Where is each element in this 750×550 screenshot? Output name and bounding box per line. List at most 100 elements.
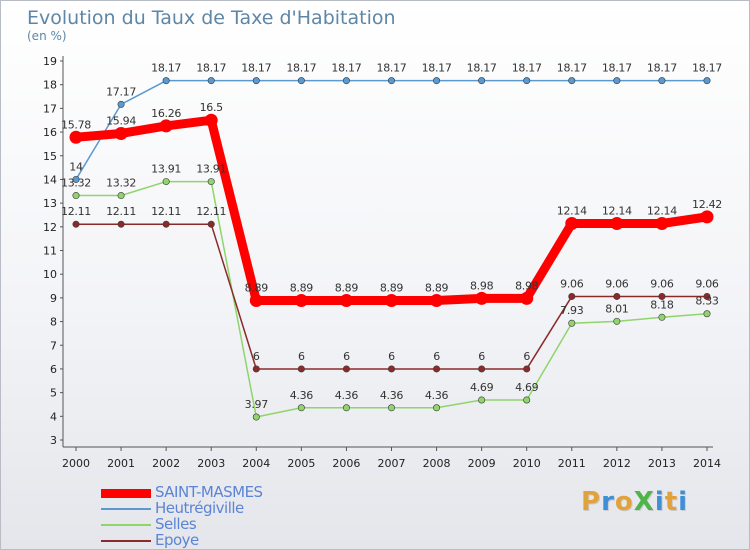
data-label-saint-masmes: 8.89 xyxy=(290,281,314,294)
data-label-heutr-giville: 18.17 xyxy=(422,62,452,75)
data-point-selles xyxy=(658,313,666,321)
data-label-saint-masmes: 12.14 xyxy=(602,204,632,217)
data-label-saint-masmes: 12.14 xyxy=(647,204,677,217)
y-tick-label: 9 xyxy=(50,292,57,305)
legend-label: SAINT-MASMES xyxy=(155,483,263,501)
data-label-heutr-giville: 18.17 xyxy=(151,62,181,75)
data-point-selles xyxy=(207,178,215,186)
data-point-selles xyxy=(297,404,305,412)
data-label-epoye: 9.06 xyxy=(605,277,629,290)
chart-title: Evolution du Taux de Taxe d'Habitation xyxy=(27,7,396,29)
data-point-saint-masmes xyxy=(204,113,218,127)
data-label-saint-masmes: 12.14 xyxy=(557,204,587,217)
y-tick-label: 8 xyxy=(50,316,57,329)
data-label-epoye: 6 xyxy=(253,350,260,363)
logo-letter: r xyxy=(601,487,615,517)
data-label-selles: 13.91 xyxy=(196,163,226,176)
data-label-epoye: 9.06 xyxy=(650,277,674,290)
y-tick-label: 16 xyxy=(43,126,57,139)
data-label-epoye: 6 xyxy=(388,350,395,363)
data-label-epoye: 6 xyxy=(433,350,440,363)
data-label-heutr-giville: 18.17 xyxy=(377,62,407,75)
data-label-selles: 8.33 xyxy=(695,295,719,308)
data-label-heutr-giville: 18.17 xyxy=(602,62,632,75)
data-label-selles: 4.36 xyxy=(425,389,449,402)
x-tick-label: 2009 xyxy=(468,457,496,470)
data-point-selles xyxy=(568,319,576,327)
data-point-saint-masmes xyxy=(520,291,534,305)
data-label-selles: 3.97 xyxy=(245,398,269,411)
data-point-heutr-giville xyxy=(297,77,305,85)
data-label-heutr-giville: 18.17 xyxy=(241,62,271,75)
data-label-epoye: 12.11 xyxy=(196,205,226,218)
data-label-heutr-giville: 14 xyxy=(69,160,83,173)
y-unit-label: (en %) xyxy=(27,29,67,43)
data-point-heutr-giville xyxy=(387,77,395,85)
data-point-heutr-giville xyxy=(478,77,486,85)
data-label-epoye: 9.06 xyxy=(695,277,719,290)
legend-swatch xyxy=(101,524,151,526)
data-point-epoye xyxy=(117,220,125,228)
data-label-heutr-giville: 17.17 xyxy=(106,85,136,98)
data-label-epoye: 12.11 xyxy=(151,205,181,218)
data-point-heutr-giville xyxy=(117,100,125,108)
data-label-saint-masmes: 15.78 xyxy=(61,118,91,131)
data-point-epoye xyxy=(342,365,350,373)
logo-letter: P xyxy=(581,487,602,517)
data-label-selles: 13.91 xyxy=(151,163,181,176)
data-point-saint-masmes xyxy=(339,293,353,307)
data-point-saint-masmes xyxy=(249,293,263,307)
data-label-epoye: 6 xyxy=(523,350,530,363)
y-tick-label: 3 xyxy=(50,434,57,447)
data-point-selles xyxy=(252,413,260,421)
y-tick-label: 10 xyxy=(43,268,57,281)
y-tick-label: 18 xyxy=(43,79,57,92)
data-point-epoye xyxy=(72,220,80,228)
y-tick-label: 15 xyxy=(43,150,57,163)
data-label-selles: 4.36 xyxy=(290,389,314,402)
data-label-epoye: 12.11 xyxy=(106,205,136,218)
x-tick-label: 2001 xyxy=(107,457,135,470)
data-point-selles xyxy=(433,404,441,412)
x-tick-label: 2003 xyxy=(197,457,225,470)
data-point-saint-masmes xyxy=(610,216,624,230)
data-label-saint-masmes: 16.26 xyxy=(151,107,181,120)
x-tick-label: 2014 xyxy=(693,457,721,470)
data-point-epoye xyxy=(568,292,576,300)
data-label-saint-masmes: 16.5 xyxy=(200,101,224,114)
data-point-selles xyxy=(342,404,350,412)
data-point-saint-masmes xyxy=(385,293,398,307)
data-point-selles xyxy=(478,396,486,404)
data-label-heutr-giville: 18.17 xyxy=(196,62,226,75)
y-tick-label: 4 xyxy=(50,410,57,423)
data-point-selles xyxy=(703,310,711,318)
data-point-heutr-giville xyxy=(207,77,215,85)
data-label-selles: 4.69 xyxy=(515,381,539,394)
logo-letter: t xyxy=(664,487,679,517)
data-point-heutr-giville xyxy=(342,77,350,85)
legend-swatch xyxy=(101,488,151,498)
data-point-saint-masmes xyxy=(655,216,669,230)
data-point-epoye xyxy=(613,292,621,300)
x-tick-label: 2000 xyxy=(62,457,90,470)
data-label-heutr-giville: 18.17 xyxy=(557,62,587,75)
data-point-heutr-giville xyxy=(658,77,666,85)
x-tick-label: 2011 xyxy=(558,457,586,470)
legend-swatch xyxy=(101,540,151,542)
data-point-selles xyxy=(162,178,170,186)
y-tick-label: 5 xyxy=(50,387,57,400)
data-point-saint-masmes xyxy=(114,126,128,140)
y-tick-label: 6 xyxy=(50,363,57,376)
data-point-selles xyxy=(613,317,621,325)
y-tick-label: 13 xyxy=(43,197,57,210)
data-point-epoye xyxy=(658,292,666,300)
data-point-heutr-giville xyxy=(613,77,621,85)
logo-letter: i xyxy=(654,487,665,517)
data-label-heutr-giville: 18.17 xyxy=(512,62,542,75)
data-label-selles: 8.18 xyxy=(650,298,674,311)
data-label-saint-masmes: 8.98 xyxy=(515,279,539,292)
data-point-epoye xyxy=(162,220,170,228)
data-point-saint-masmes xyxy=(475,291,489,305)
data-point-heutr-giville xyxy=(162,77,170,85)
